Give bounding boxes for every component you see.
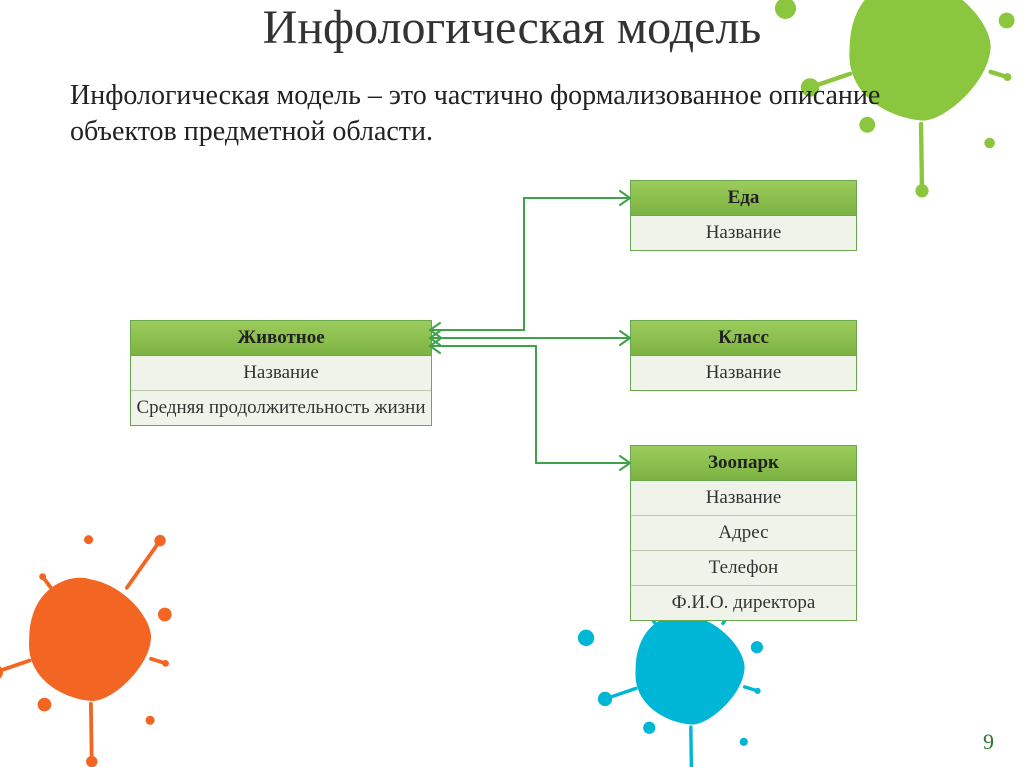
entity-food-row: Название (631, 216, 856, 250)
entity-zoo: Зоопарк Название Адрес Телефон Ф.И.О. ди… (630, 445, 857, 621)
definition-paragraph: Инфологическая модель – это частично фор… (70, 78, 950, 151)
entity-zoo-row: Ф.И.О. директора (631, 586, 856, 620)
entity-food-header: Еда (631, 181, 856, 216)
entity-food: Еда Название (630, 180, 857, 251)
entity-zoo-header: Зоопарк (631, 446, 856, 481)
entity-zoo-row: Название (631, 481, 856, 516)
page-title: Инфологическая модель (0, 0, 1024, 55)
entity-class-header: Класс (631, 321, 856, 356)
entity-class-row: Название (631, 356, 856, 390)
entity-animal-row: Название (131, 356, 431, 391)
entity-zoo-row: Телефон (631, 551, 856, 586)
entity-animal: Животное Название Средняя продолжительно… (130, 320, 432, 426)
entity-zoo-row: Адрес (631, 516, 856, 551)
entity-animal-row: Средняя продолжительность жизни (131, 391, 431, 425)
entity-class: Класс Название (630, 320, 857, 391)
entity-animal-header: Животное (131, 321, 431, 356)
page-number: 9 (983, 729, 994, 755)
